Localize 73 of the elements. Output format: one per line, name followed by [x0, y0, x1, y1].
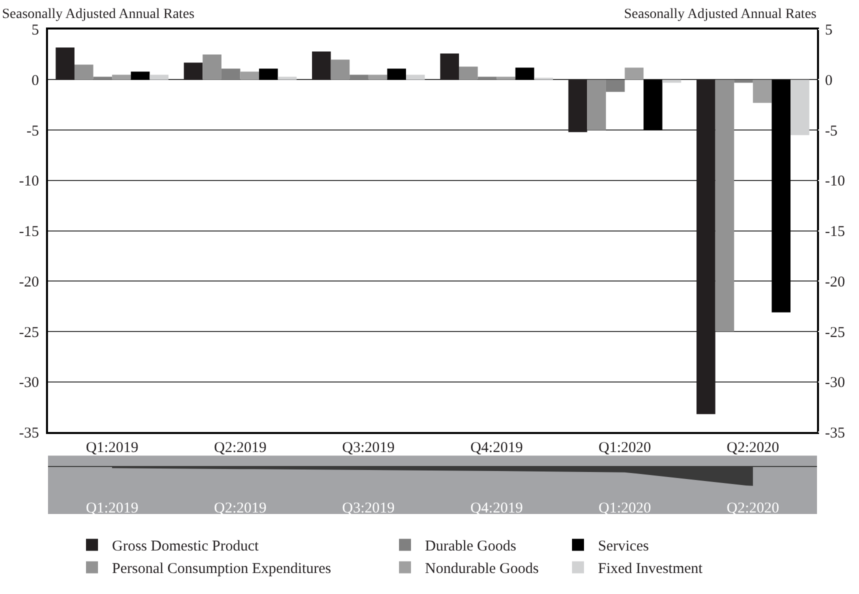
- x-tick-label: Q2:2019: [214, 500, 266, 517]
- bar: [368, 74, 388, 80]
- bar: [350, 74, 368, 80]
- y-tick-label: 0: [32, 72, 39, 89]
- legend-label: Nondurable Goods: [425, 561, 539, 578]
- y2-tick-label: -20: [825, 274, 845, 290]
- x-tick-label: Q3:2019: [342, 440, 395, 456]
- y-tick-label: -25: [19, 324, 39, 341]
- y-tick-label: -15: [19, 224, 39, 240]
- y2-tick-label: -25: [825, 324, 845, 341]
- bar: [221, 68, 240, 80]
- bar: [330, 60, 350, 80]
- bar: [150, 74, 168, 80]
- y2-tick-label: -5: [825, 123, 838, 140]
- x-tick-label: Q1:2020: [598, 500, 651, 517]
- bar: [112, 74, 131, 80]
- y2-tick-label: 5: [825, 22, 832, 39]
- legend-label: Gross Domestic Product: [112, 538, 260, 555]
- bar: [312, 52, 331, 80]
- bar: [184, 62, 203, 80]
- legend-label: Fixed Investment: [598, 561, 704, 578]
- legend-label: Personal Consumption Expenditures: [112, 561, 332, 578]
- bar: [130, 72, 150, 80]
- bar: [752, 80, 772, 103]
- bar: [606, 80, 625, 92]
- bar: [790, 80, 810, 136]
- bar: [568, 80, 588, 132]
- bar: [478, 76, 497, 80]
- bar: [440, 54, 459, 80]
- bar: [259, 68, 278, 80]
- bar: [734, 80, 753, 83]
- y-axis-title: Seasonally Adjusted Annual Rates: [2, 7, 194, 22]
- bar: [696, 80, 716, 414]
- legend-label: Durable Goods: [425, 538, 516, 555]
- x-tick-label: Q3:2019: [342, 500, 395, 517]
- bar: [458, 66, 478, 80]
- bar: [406, 74, 425, 80]
- bar: [715, 80, 734, 332]
- bar: [772, 80, 791, 312]
- x-tick-label: Q2:2019: [214, 440, 266, 456]
- y-tick-label: -35: [19, 425, 39, 442]
- bar: [387, 68, 406, 80]
- bar: [74, 64, 94, 80]
- bar: [662, 80, 682, 83]
- bar: [515, 68, 534, 80]
- legend-label: Services: [598, 538, 649, 555]
- x-tick-label: Q4:2019: [470, 500, 523, 517]
- y-tick-label: 5: [32, 22, 39, 39]
- bar: [278, 76, 297, 80]
- bar: [496, 76, 516, 80]
- y2-tick-label: -30: [825, 375, 845, 392]
- bar: [644, 80, 662, 130]
- x-tick-label: Q1:2019: [86, 440, 138, 456]
- bar: [202, 54, 222, 80]
- y-tick-label: -20: [19, 274, 39, 290]
- x-tick-label: Q2:2020: [726, 440, 780, 456]
- bar: [93, 76, 112, 80]
- bar: [56, 48, 74, 80]
- bar: [587, 80, 606, 130]
- x-tick-label: Q1:2019: [86, 500, 138, 517]
- y2-tick-label: -15: [825, 224, 845, 240]
- bar: [240, 72, 260, 80]
- x-tick-label: Q4:2019: [470, 440, 523, 456]
- y2-tick-label: -10: [825, 174, 845, 190]
- y2-tick-label: 0: [825, 72, 832, 89]
- x-tick-label: Q1:2020: [598, 440, 651, 456]
- y-tick-label: -10: [19, 174, 39, 190]
- y2-axis-title: Seasonally Adjusted Annual Rates: [624, 7, 816, 22]
- y-tick-label: -5: [26, 123, 39, 140]
- y2-tick-label: -35: [825, 425, 845, 442]
- bar: [624, 68, 644, 80]
- y-tick-label: -30: [19, 375, 39, 392]
- x-tick-label: Q2:2020: [726, 500, 780, 517]
